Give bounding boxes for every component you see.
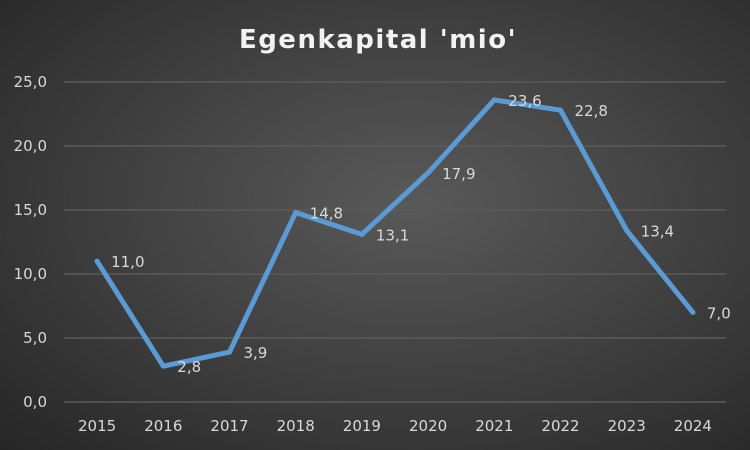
- data-label: 3,9: [244, 344, 268, 362]
- x-tick-label: 2024: [674, 417, 712, 435]
- data-point: [491, 97, 497, 103]
- series-line: [94, 97, 696, 369]
- data-label: 13,4: [641, 222, 674, 240]
- data-label: 22,8: [575, 102, 608, 120]
- data-label: 17,9: [442, 165, 475, 183]
- y-tick-label: 10,0: [14, 265, 47, 283]
- data-point: [425, 170, 431, 176]
- y-tick-label: 20,0: [14, 137, 47, 155]
- data-label: 14,8: [310, 205, 343, 223]
- data-point: [690, 309, 696, 315]
- x-tick-label: 2017: [210, 417, 248, 435]
- y-tick-label: 5,0: [23, 329, 47, 347]
- y-tick-label: 0,0: [23, 393, 47, 411]
- x-tick-label: 2023: [608, 417, 646, 435]
- x-tick-label: 2021: [475, 417, 513, 435]
- data-point: [293, 210, 299, 216]
- data-label: 7,0: [707, 304, 731, 322]
- data-label: 11,0: [111, 253, 144, 271]
- y-tick-label: 15,0: [14, 201, 47, 219]
- data-point: [558, 107, 563, 113]
- x-tick-label: 2020: [409, 417, 447, 435]
- x-tick-label: 2016: [144, 417, 182, 435]
- x-tick-label: 2015: [78, 417, 116, 435]
- data-point: [227, 349, 232, 355]
- data-label: 23,6: [508, 92, 541, 110]
- data-point: [160, 363, 166, 369]
- y-tick-label: 25,0: [14, 73, 47, 91]
- data-point: [94, 258, 100, 264]
- x-tick-label: 2019: [343, 417, 381, 435]
- x-tick-label: 2022: [541, 417, 579, 435]
- x-tick-label: 2018: [277, 417, 315, 435]
- data-point: [359, 231, 365, 237]
- data-label: 2,8: [177, 358, 201, 376]
- data-point: [624, 227, 630, 233]
- data-label: 13,1: [376, 226, 409, 244]
- chart-title: Egenkapital 'mio': [239, 25, 517, 55]
